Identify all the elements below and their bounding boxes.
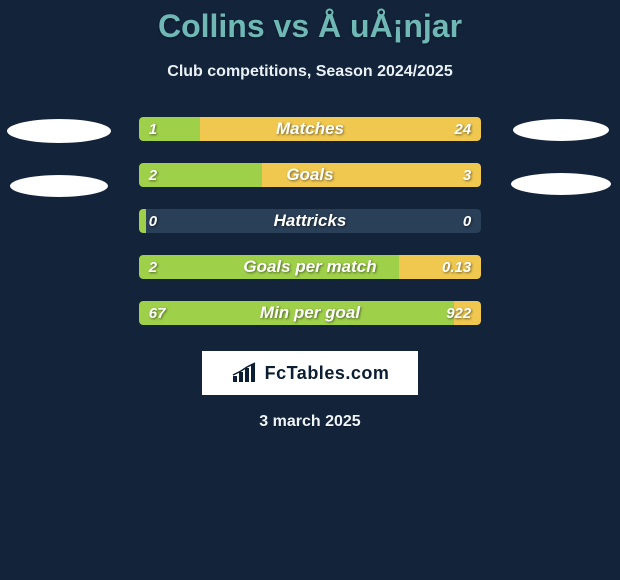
left-side-shapes (0, 117, 119, 197)
stat-bar: 124Matches (139, 117, 481, 141)
subtitle: Club competitions, Season 2024/2025 (0, 63, 620, 81)
title: Collins vs Å uÅ¡njar (0, 0, 620, 45)
bar-label: Matches (139, 117, 481, 141)
left-ellipse-icon (10, 175, 108, 197)
comparison-bars: 124Matches 23Goals 00Hattricks 20.13Goals p… (139, 117, 481, 325)
stat-bar: 20.13Goals per match (139, 255, 481, 279)
stat-bar: 67922Min per goal (139, 301, 481, 325)
bar-label: Goals (139, 163, 481, 187)
bar-label: Min per goal (139, 301, 481, 325)
stat-bar: 23Goals (139, 163, 481, 187)
right-side-shapes (501, 117, 620, 195)
chart-logo-icon (231, 362, 259, 384)
right-ellipse-icon (513, 119, 609, 141)
stat-bar: 00Hattricks (139, 209, 481, 233)
bar-label: Goals per match (139, 255, 481, 279)
content: 124Matches 23Goals 00Hattricks 20.13Goals p… (0, 117, 620, 325)
logo-text: FcTables.com (265, 363, 390, 384)
left-ellipse-icon (7, 119, 111, 143)
bar-label: Hattricks (139, 209, 481, 233)
right-ellipse-icon (511, 173, 611, 195)
footer-date: 3 march 2025 (0, 413, 620, 431)
logo-box: FcTables.com (202, 351, 418, 395)
